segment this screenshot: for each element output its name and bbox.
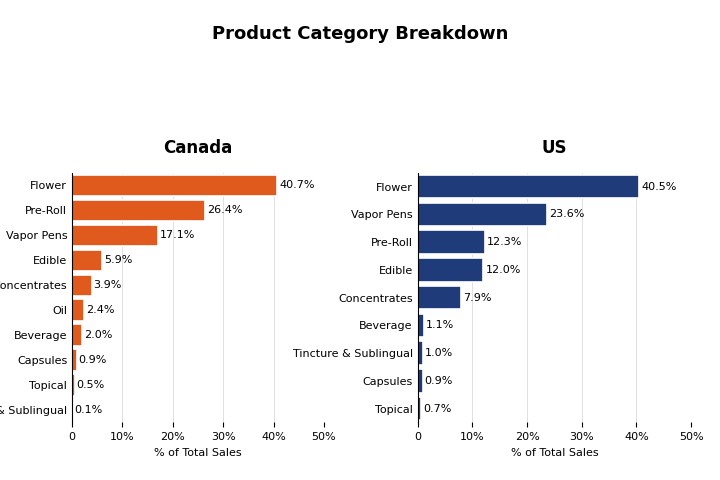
Bar (418, 369, 423, 393)
Bar (72, 225, 158, 246)
Bar (418, 258, 483, 282)
Text: 1.1%: 1.1% (426, 320, 454, 330)
Title: US: US (541, 139, 567, 157)
X-axis label: % of Total Sales: % of Total Sales (154, 448, 242, 457)
Text: 40.7%: 40.7% (279, 180, 315, 190)
Text: 7.9%: 7.9% (463, 293, 492, 302)
Bar (418, 341, 423, 365)
Text: 23.6%: 23.6% (549, 209, 585, 219)
Text: 12.3%: 12.3% (487, 237, 523, 247)
Bar (418, 397, 421, 420)
Text: 12.0%: 12.0% (485, 265, 521, 275)
Bar (418, 175, 639, 198)
Bar (418, 203, 546, 226)
Text: 2.4%: 2.4% (86, 305, 114, 315)
Bar (72, 175, 277, 196)
Bar (72, 374, 75, 396)
Text: 1.0%: 1.0% (426, 348, 454, 358)
Bar (418, 286, 461, 310)
Text: 40.5%: 40.5% (642, 181, 677, 192)
Bar (72, 324, 82, 346)
Bar (418, 230, 485, 254)
Text: 0.5%: 0.5% (76, 380, 105, 390)
Bar (72, 300, 84, 321)
Text: 2.0%: 2.0% (84, 330, 112, 340)
Bar (72, 200, 205, 221)
Text: 0.1%: 0.1% (75, 405, 103, 415)
Text: Product Category Breakdown: Product Category Breakdown (212, 24, 508, 43)
Text: 26.4%: 26.4% (207, 205, 243, 215)
Text: 0.7%: 0.7% (423, 404, 452, 414)
X-axis label: % of Total Sales: % of Total Sales (510, 448, 598, 457)
Bar (72, 250, 102, 271)
Text: 17.1%: 17.1% (160, 230, 196, 240)
Title: Canada: Canada (163, 139, 233, 157)
Bar (72, 275, 91, 296)
Bar (418, 313, 423, 337)
Text: 5.9%: 5.9% (104, 255, 132, 265)
Text: 0.9%: 0.9% (78, 355, 107, 365)
Text: 3.9%: 3.9% (94, 280, 122, 290)
Bar (72, 349, 76, 371)
Text: 0.9%: 0.9% (425, 376, 453, 386)
